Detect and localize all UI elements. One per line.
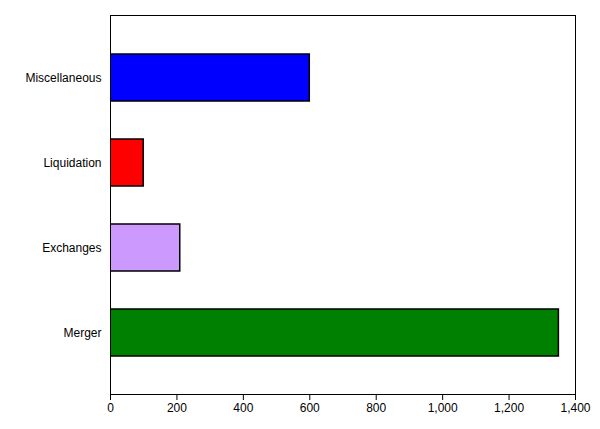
svg-text:0: 0 (107, 401, 114, 415)
svg-text:400: 400 (233, 401, 253, 415)
svg-text:1,000: 1,000 (428, 401, 458, 415)
svg-text:Liquidation: Liquidation (43, 156, 101, 170)
svg-text:200: 200 (167, 401, 187, 415)
svg-text:1,200: 1,200 (494, 401, 524, 415)
svg-text:Merger: Merger (63, 326, 101, 340)
svg-text:600: 600 (300, 401, 320, 415)
svg-text:1,400: 1,400 (560, 401, 590, 415)
svg-text:Miscellaneous: Miscellaneous (25, 71, 101, 85)
svg-text:800: 800 (366, 401, 386, 415)
svg-text:Exchanges: Exchanges (42, 241, 101, 255)
